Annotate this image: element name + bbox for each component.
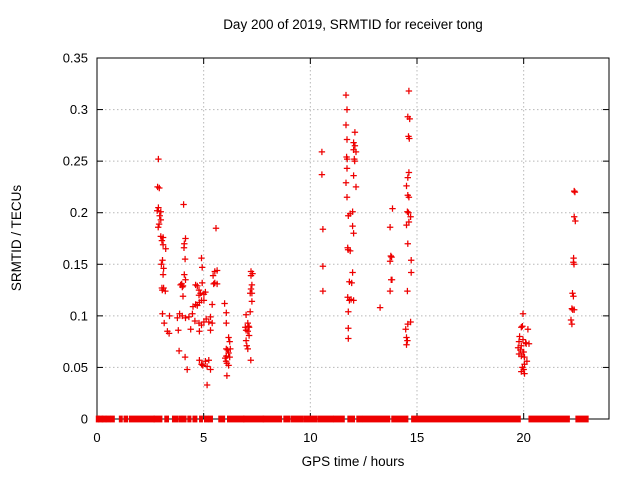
zero-band-segment <box>153 415 163 423</box>
zero-band-segment <box>291 415 304 423</box>
zero-band-segment <box>347 415 356 423</box>
zero-band-segment <box>362 415 391 423</box>
zero-band-segment <box>128 415 155 423</box>
zero-band-segment <box>243 415 265 423</box>
zero-band-segment <box>192 415 198 423</box>
zero-band-segment <box>356 415 363 423</box>
zero-band-segment <box>575 415 589 423</box>
zero-band-segment <box>218 415 226 423</box>
zero-band-segment <box>283 415 291 423</box>
zero-band-segment <box>199 415 203 423</box>
x-axis-label: GPS time / hours <box>301 454 405 469</box>
y-tick-label: 0.3 <box>70 102 88 117</box>
y-tick-label: 0 <box>81 412 88 427</box>
zero-band-segment <box>101 415 107 423</box>
plot-frame <box>96 57 610 420</box>
zero-band-segment <box>333 415 345 423</box>
y-tick-label: 0.35 <box>63 51 88 66</box>
chart-title: Day 200 of 2019, SRMTID for receiver ton… <box>223 17 483 32</box>
zero-band-segment <box>317 415 334 423</box>
y-tick-label: 0.2 <box>70 205 88 220</box>
x-tick-label: 20 <box>516 430 530 445</box>
zero-band-segment <box>208 415 213 423</box>
zero-band-segment <box>123 415 129 423</box>
x-tick-label: 15 <box>410 430 424 445</box>
zero-band-segment <box>411 415 521 423</box>
zero-band-segment <box>391 415 409 423</box>
y-tick-label: 0.05 <box>63 360 88 375</box>
x-tick-label: 5 <box>200 430 207 445</box>
zero-band-segment <box>187 415 192 423</box>
zero-band-segment <box>181 415 187 423</box>
zero-band-segment <box>227 415 245 423</box>
y-tick-label: 0.15 <box>63 257 88 272</box>
y-tick-label: 0.25 <box>63 154 88 169</box>
zero-band-segment <box>203 415 209 423</box>
data-point-markers <box>154 87 579 389</box>
x-tick-label: 0 <box>93 430 100 445</box>
zero-band-segment <box>171 415 179 423</box>
zero-band-segment <box>528 415 570 423</box>
x-tick-label: 10 <box>303 430 317 445</box>
zero-band-segment <box>105 415 111 423</box>
zero-band-segment <box>262 415 283 423</box>
zero-band-segment <box>164 415 170 423</box>
zero-band-segment <box>178 415 183 423</box>
y-tick-label: 0.1 <box>70 308 88 323</box>
zero-band-segment <box>97 415 104 423</box>
zero-band-segment <box>110 415 115 423</box>
zero-band-segment <box>118 415 123 423</box>
zero-band-segment <box>303 415 318 423</box>
zero-band-segment <box>95 415 100 423</box>
